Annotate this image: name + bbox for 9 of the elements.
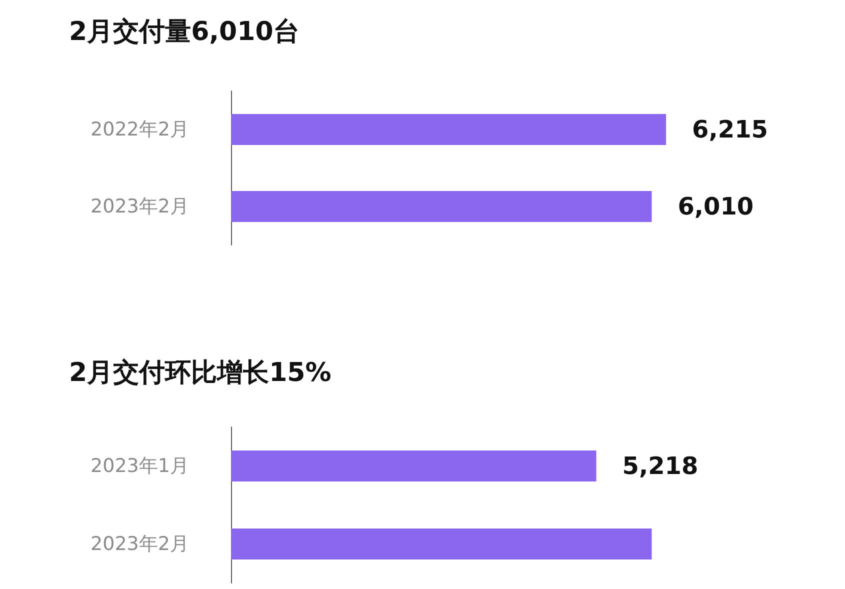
data-label: 6,010 [678, 192, 754, 220]
data-label: 6,215 [692, 116, 768, 144]
data-label: 5,218 [622, 452, 698, 480]
y-tick-label: 2023年1月 [90, 455, 189, 477]
chart-title: 2月交付量6,010台 [69, 17, 300, 47]
y-tick-label: 2023年2月 [90, 533, 189, 555]
y-tick-label: 2023年2月 [90, 196, 189, 218]
y-tick-label: 2022年2月 [90, 118, 189, 140]
chart-title: 2月交付环比增长15% [69, 358, 332, 388]
